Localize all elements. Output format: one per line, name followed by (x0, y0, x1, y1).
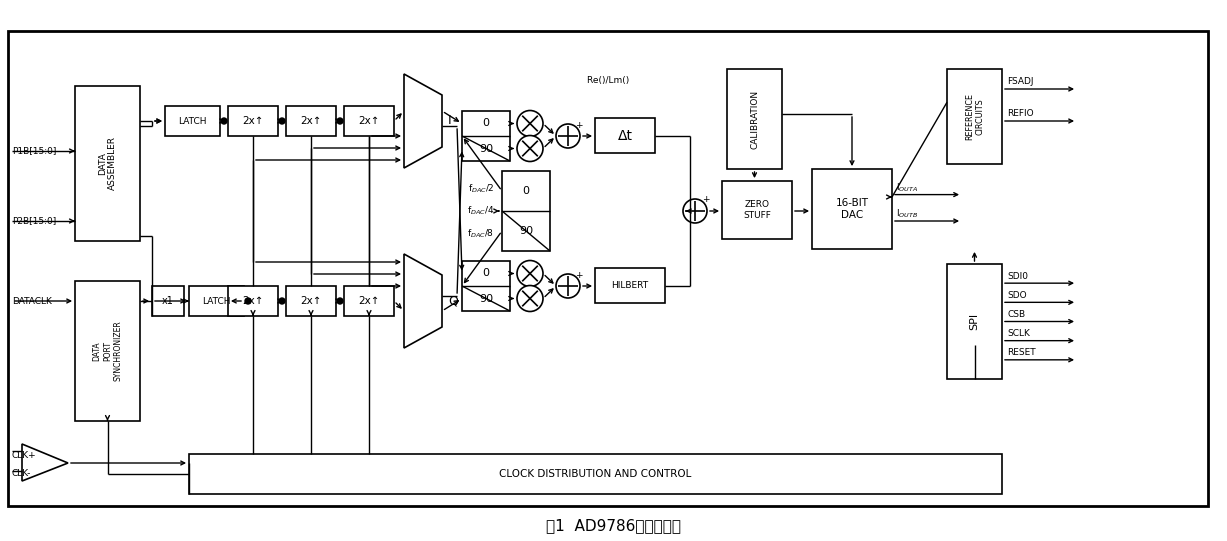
Bar (286, 106, 336, 136)
Text: f$_{DAC}$/2: f$_{DAC}$/2 (467, 182, 494, 195)
Text: 90: 90 (479, 143, 493, 154)
Text: +: + (575, 270, 583, 280)
Text: DATACLK: DATACLK (12, 296, 52, 306)
Bar (152, 286, 184, 316)
Text: SDI0: SDI0 (1007, 272, 1028, 281)
Bar (463, 261, 510, 311)
Bar (947, 69, 1002, 164)
Bar (721, 181, 791, 239)
Bar (812, 169, 892, 249)
Text: 2x↑: 2x↑ (301, 116, 321, 126)
Text: 2x↑: 2x↑ (358, 296, 379, 306)
Text: ZERO
STUFF: ZERO STUFF (744, 200, 771, 220)
Text: SPI: SPI (969, 313, 979, 330)
Text: f$_{DAC}$/8: f$_{DAC}$/8 (467, 227, 494, 240)
Text: 图1  AD9786的功能框图: 图1 AD9786的功能框图 (546, 518, 681, 533)
Bar (344, 106, 394, 136)
Text: P1B[15:0]: P1B[15:0] (12, 147, 56, 155)
Text: REFIO: REFIO (1007, 109, 1033, 118)
Text: SDO: SDO (1007, 291, 1027, 300)
Text: 2x↑: 2x↑ (242, 296, 264, 306)
Text: 0: 0 (482, 268, 490, 279)
Circle shape (337, 118, 344, 124)
Text: DATA
ASSEMBLER: DATA ASSEMBLER (98, 136, 118, 190)
Bar (75, 86, 140, 241)
Text: 2x↑: 2x↑ (301, 296, 321, 306)
Bar (595, 268, 665, 303)
Bar (286, 286, 336, 316)
Bar (595, 118, 655, 153)
Text: P2B[15:0]: P2B[15:0] (12, 216, 56, 226)
Bar (463, 111, 510, 161)
Text: CLK-: CLK- (12, 469, 32, 478)
Bar (344, 286, 394, 316)
Circle shape (517, 286, 544, 312)
Bar (189, 454, 1002, 494)
Bar (502, 171, 550, 251)
Text: x1: x1 (162, 296, 174, 306)
Circle shape (683, 199, 707, 223)
Text: I: I (448, 115, 452, 128)
Text: CLOCK DISTRIBUTION AND CONTROL: CLOCK DISTRIBUTION AND CONTROL (499, 469, 692, 479)
Circle shape (517, 135, 544, 162)
Text: 0: 0 (482, 118, 490, 129)
Text: I$_{OUTB}$: I$_{OUTB}$ (896, 208, 918, 220)
Circle shape (221, 118, 227, 124)
Bar (75, 281, 140, 421)
Bar (228, 106, 279, 136)
Text: LATCH: LATCH (178, 116, 207, 126)
Text: LATCH: LATCH (202, 296, 231, 306)
Text: 2x↑: 2x↑ (358, 116, 379, 126)
Bar (728, 69, 782, 169)
Circle shape (556, 124, 580, 148)
Text: 2x↑: 2x↑ (242, 116, 264, 126)
Text: SCLK: SCLK (1007, 329, 1029, 338)
Text: Q: Q (448, 294, 458, 307)
Circle shape (279, 118, 285, 124)
Text: 90: 90 (519, 226, 533, 236)
Text: REFERENCE
CIRCUITS: REFERENCE CIRCUITS (964, 93, 984, 140)
Text: 16-BIT
DAC: 16-BIT DAC (836, 198, 869, 220)
Bar (189, 286, 244, 316)
Circle shape (517, 261, 544, 287)
Text: 90: 90 (479, 294, 493, 304)
Text: +: + (702, 195, 709, 204)
Text: CALIBRATION: CALIBRATION (750, 89, 760, 149)
Bar (228, 286, 279, 316)
Text: CLK+: CLK+ (12, 452, 37, 460)
Circle shape (556, 274, 580, 298)
Text: f$_{DAC}$/4: f$_{DAC}$/4 (466, 204, 494, 217)
Text: HILBERT: HILBERT (611, 281, 649, 290)
Text: 0: 0 (523, 186, 530, 196)
Bar (947, 264, 1002, 379)
Circle shape (337, 298, 344, 304)
Text: Re()​/Lm(): Re()​/Lm() (587, 76, 629, 85)
Text: +: + (575, 121, 583, 129)
Text: CSB: CSB (1007, 310, 1025, 319)
Text: RESET: RESET (1007, 348, 1036, 358)
Text: FSADJ: FSADJ (1007, 77, 1033, 87)
Circle shape (279, 298, 285, 304)
Text: Δt: Δt (617, 129, 632, 142)
Bar (9, 31, 1209, 506)
Circle shape (245, 298, 252, 304)
Bar (164, 106, 220, 136)
Text: I$_{OUTA}$: I$_{OUTA}$ (896, 181, 918, 194)
Circle shape (517, 110, 544, 136)
Text: DATA
PORT
SYNCHRONIZER: DATA PORT SYNCHRONIZER (92, 321, 123, 381)
